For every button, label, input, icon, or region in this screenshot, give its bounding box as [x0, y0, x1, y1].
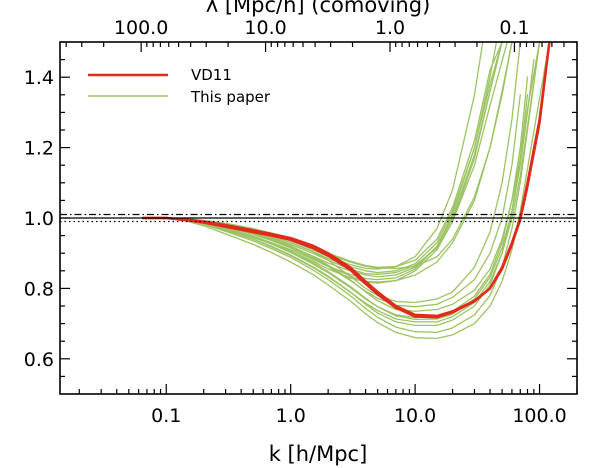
top-axis-title: λ [Mpc/h] (comoving) [206, 0, 431, 17]
axis-ticks [60, 41, 578, 394]
top-tick-label: 100.0 [114, 17, 168, 39]
y-tick-label: 1.0 [24, 208, 54, 230]
tick-labels: 0.6 0.8 1.0 1.2 1.4 0.1 1.0 10.0 100.0 100.0 10.0 1… [24, 17, 567, 427]
reference-lines [60, 213, 577, 223]
y-tick-label: 0.8 [24, 278, 54, 300]
top-tick-label: 0.1 [499, 17, 529, 39]
legend-label-vd11: VD11 [191, 66, 232, 84]
legend: VD11 This paper [88, 66, 271, 106]
x-tick-label: 1.0 [276, 405, 306, 427]
y-tick-label: 1.4 [24, 67, 54, 89]
series-line-vd11-1 [141, 42, 551, 319]
x-tick-label: 0.1 [151, 405, 181, 427]
top-tick-label: 10.0 [244, 17, 286, 39]
y-tick-label: 0.6 [24, 349, 54, 371]
legend-label-this-paper: This paper [190, 88, 271, 106]
top-tick-label: 1.0 [375, 17, 405, 39]
x-tick-label: 100.0 [512, 405, 566, 427]
series-line-this-paper-12 [142, 42, 551, 340]
x-tick-label: 10.0 [394, 405, 436, 427]
curves-layer [141, 42, 551, 340]
y-tick-label: 1.2 [24, 138, 54, 160]
x-axis-title: k [h/Mpc] [269, 442, 368, 466]
series-line-this-paper-15 [142, 42, 541, 323]
